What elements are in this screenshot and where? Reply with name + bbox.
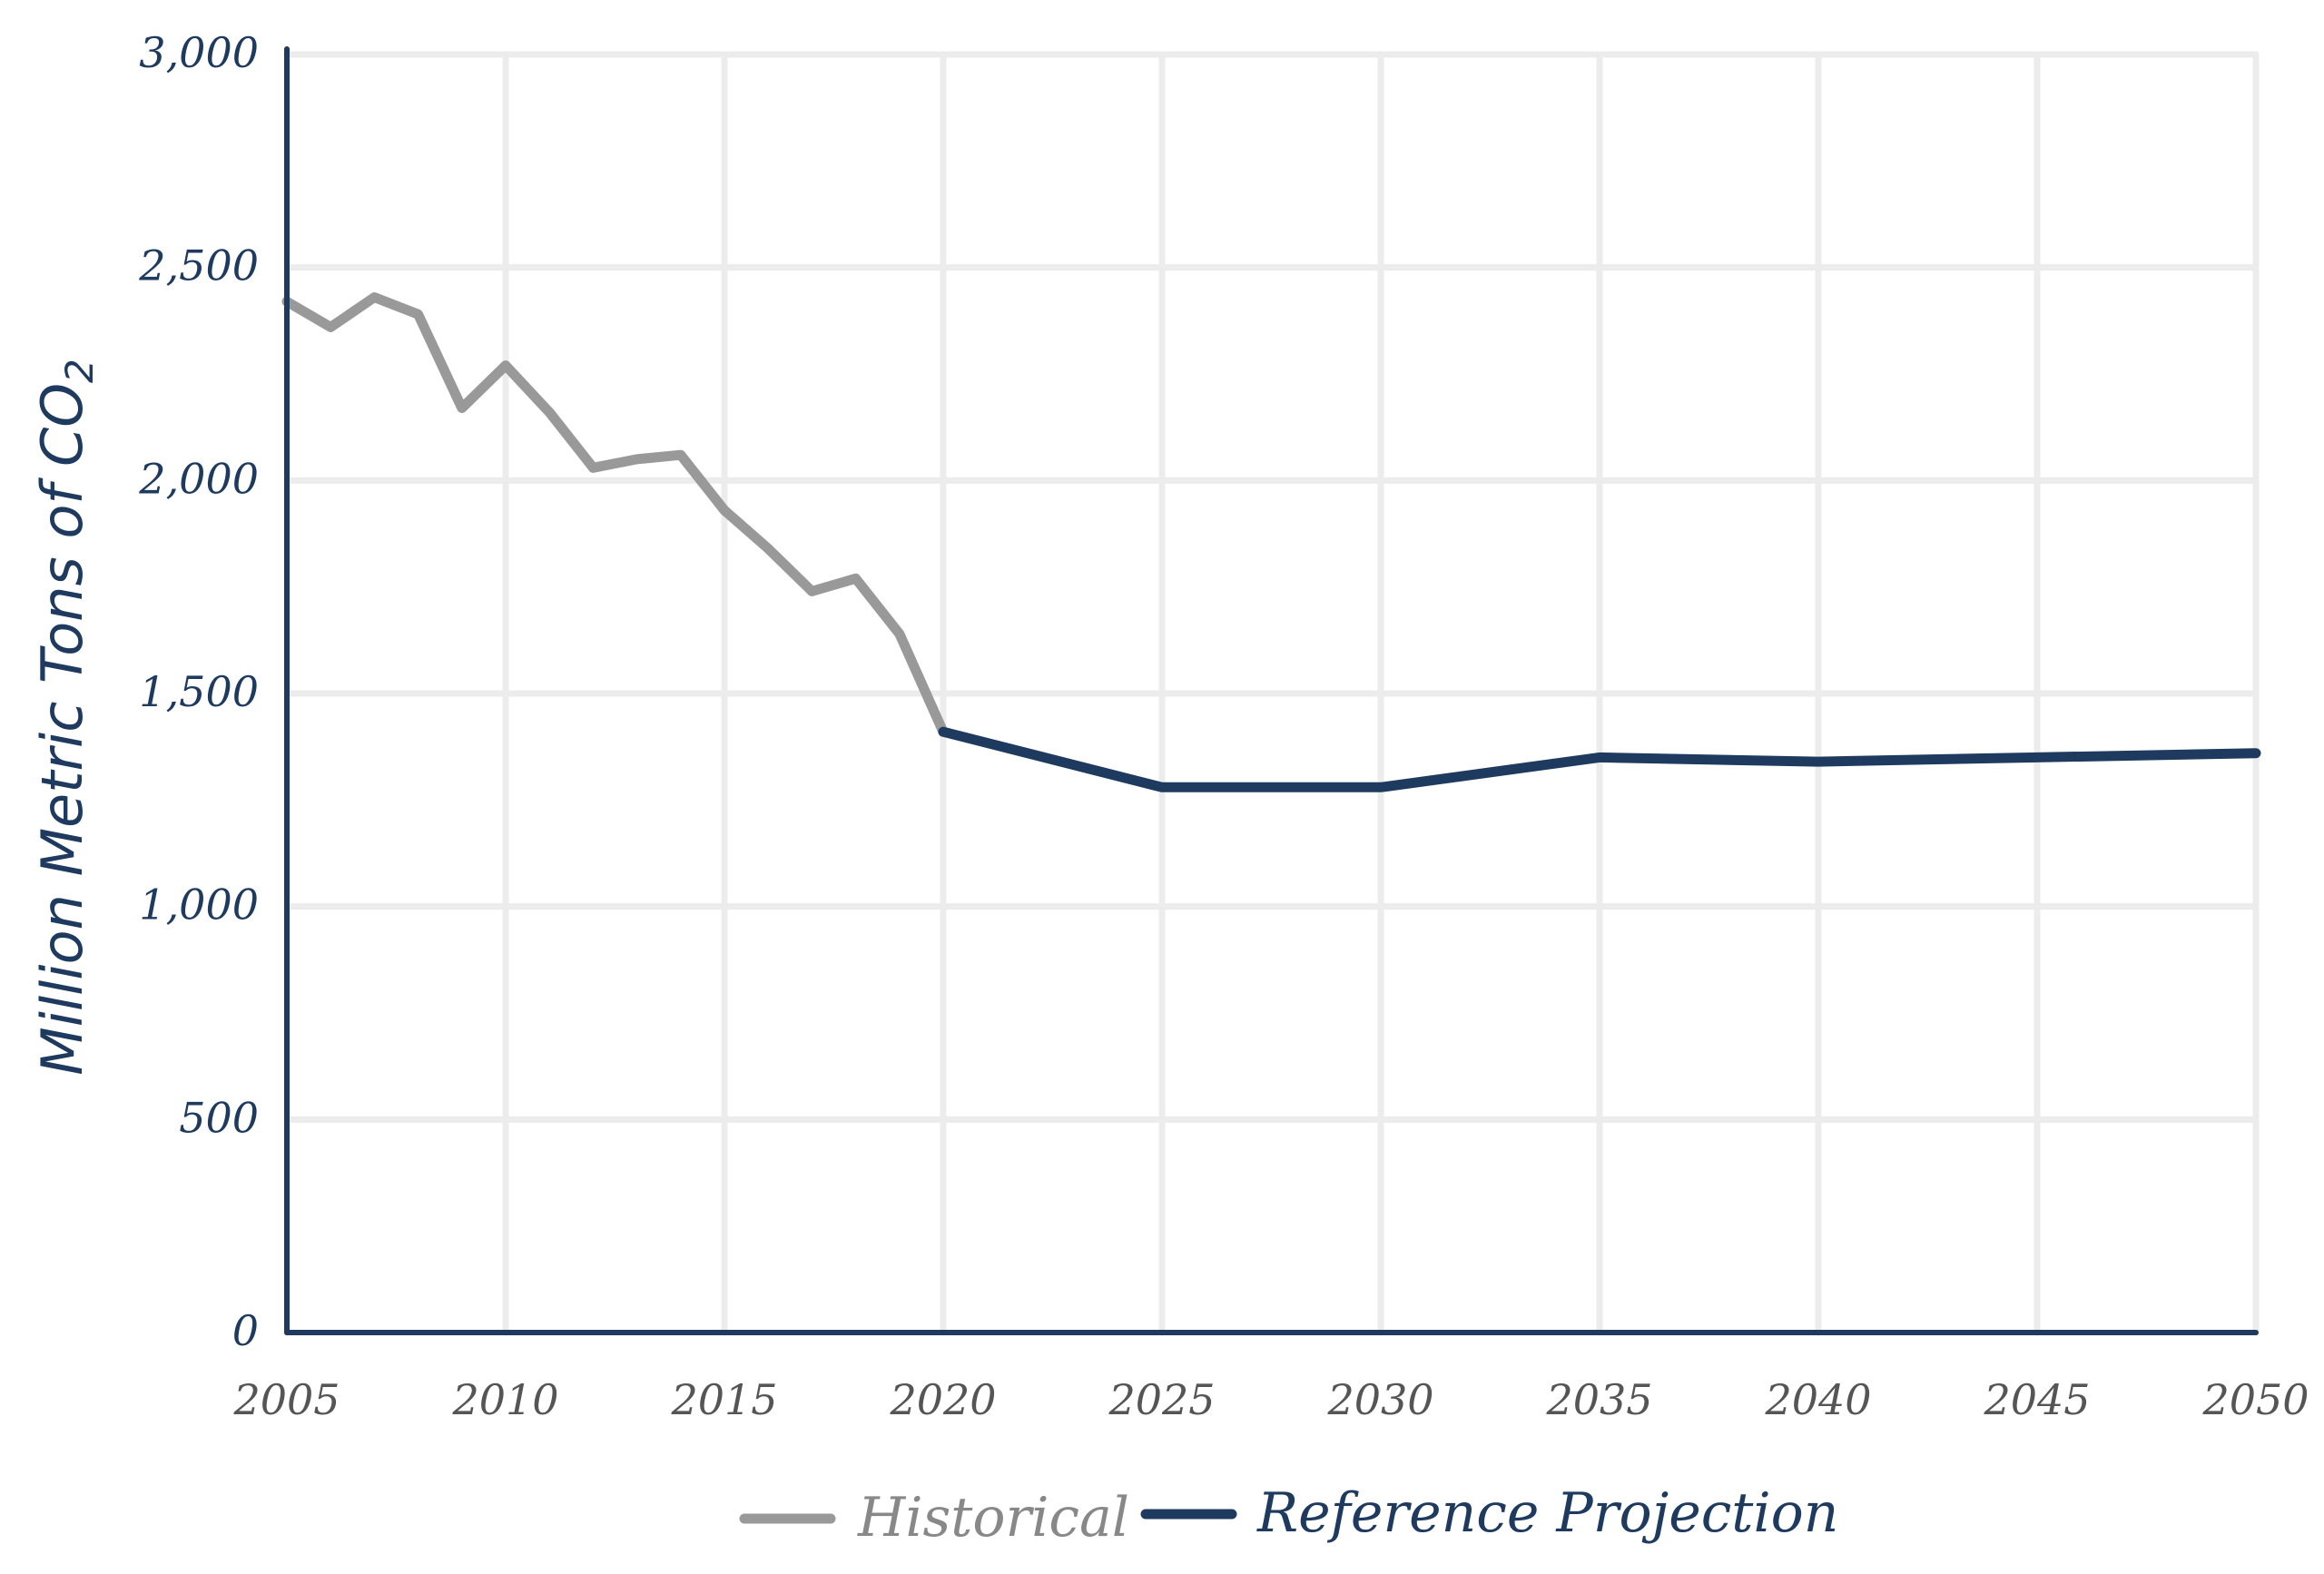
x-tick-label: 2035	[1545, 1375, 1652, 1424]
tick-layer: 0 500 1,000 1,500 2,000 2,500 3,000 2005 2010 201…	[138, 28, 2309, 1424]
x-tick-label: 2025	[1108, 1375, 1215, 1424]
x-tick-label: 2050	[2201, 1375, 2309, 1424]
y-tick-label: 0	[232, 1306, 259, 1355]
x-tick-label: 2045	[1983, 1375, 2090, 1424]
grid-layer	[283, 51, 2260, 1336]
x-tick-label: 2015	[670, 1375, 777, 1424]
y-tick-label: 1,500	[139, 667, 259, 716]
y-tick-label: 1,000	[139, 880, 259, 930]
legend: Historical Reference Projection	[739, 1481, 1838, 1549]
y-axis-title: Million Metric Tons of CO2	[29, 359, 102, 1076]
y-tick-label: 2,000	[138, 454, 259, 503]
axis-layer	[284, 46, 2259, 1335]
x-tick-label: 2020	[889, 1375, 996, 1424]
legend-label-reference-projection: Reference Projection	[1256, 1481, 1838, 1545]
x-tick-label: 2010	[451, 1375, 558, 1424]
series-line-reference-projection	[938, 726, 2261, 792]
y-tick-label: 500	[179, 1093, 259, 1142]
y-tick-label: 3,000	[139, 28, 259, 77]
y-tick-label: 2,500	[138, 241, 259, 290]
x-tick-label: 2030	[1326, 1375, 1433, 1424]
legend-label-historical: Historical	[857, 1486, 1129, 1549]
y-axis-title-subscript: 2	[57, 359, 102, 383]
series-line-historical	[281, 292, 949, 737]
x-tick-label: 2040	[1764, 1375, 1871, 1424]
y-axis-title-text: Million Metric Tons of CO	[29, 383, 95, 1076]
x-tick-label: 2005	[232, 1375, 340, 1424]
series-layer	[281, 292, 2261, 792]
